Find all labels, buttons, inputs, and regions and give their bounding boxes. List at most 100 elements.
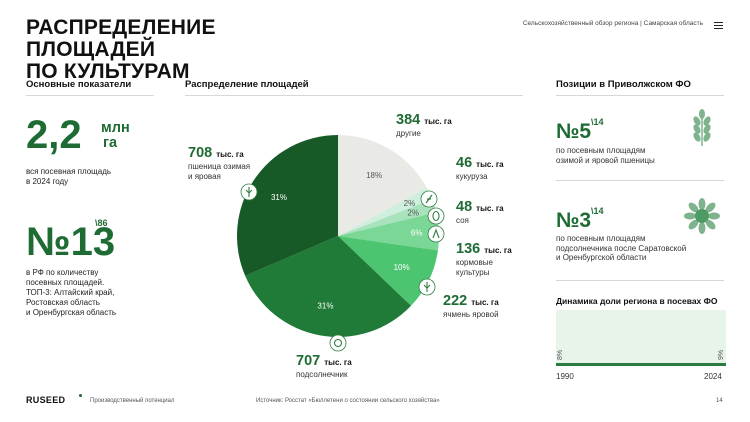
fodder-value: 136 xyxy=(456,241,481,257)
total-area-unit: млн га xyxy=(101,121,141,151)
barley-unit: тыс. га xyxy=(471,298,499,307)
dynamics-baseline-bar xyxy=(556,363,726,366)
soy-name: соя xyxy=(456,216,469,225)
rank-sunflower-desc-3: и Оренбургской области xyxy=(556,253,647,262)
sunflower-illustration-icon xyxy=(684,198,720,234)
left-heading: Основные показатели xyxy=(26,79,132,90)
pie-pct-label-0: 18% xyxy=(366,171,382,180)
rank-sunflower-desc-2: подсолнечника после Саратовской xyxy=(556,243,687,253)
corn-icon xyxy=(420,190,438,208)
wheat-icon xyxy=(240,183,258,201)
pie-slice-5 xyxy=(245,236,412,337)
pie-slice-1 xyxy=(338,187,433,236)
rank-number: 13 xyxy=(70,220,116,264)
dynamics-heading: Динамика доли региона в посевах ФО xyxy=(556,296,718,306)
label-fodder: 136 тыс. га кормовые культуры xyxy=(456,242,512,277)
sunflower-name: подсолнечник xyxy=(296,370,348,379)
rank-wheat-prefix: № xyxy=(556,120,580,143)
pie-slice-2 xyxy=(338,199,437,236)
rank-prefix: № xyxy=(26,220,71,264)
divider-right-3 xyxy=(556,280,724,281)
rank-wheat-desc-2: озимой и яровой пшеницы xyxy=(556,155,655,165)
label-sunflower: 707 тыс. га подсолнечник xyxy=(296,354,352,380)
page-title: РАСПРЕДЕЛЕНИЕ ПЛОЩАДЕЙ ПО КУЛЬТУРАМ xyxy=(26,17,346,83)
rank-sunflower-desc: по посевным площадям подсолнечника после… xyxy=(556,234,686,263)
divider-right-2 xyxy=(556,180,724,181)
dynamics-label-2024-pct: 9% xyxy=(718,350,725,360)
area-unit-line-2: га xyxy=(103,135,118,151)
label-barley: 222 тыс. га ячмень яровой xyxy=(443,294,499,320)
rank-rf-value: №13 xyxy=(26,222,115,262)
dynamics-label-1990-pct: 8% xyxy=(557,350,564,360)
label-other: 384 тыс. га другие xyxy=(396,113,452,139)
rank-sunflower-desc-1: по посевным площадям xyxy=(556,234,646,243)
pie-pct-label-1: 2% xyxy=(404,199,416,208)
other-value: 384 xyxy=(396,112,421,128)
wheat-value: 708 xyxy=(188,145,213,161)
soy-unit: тыс. га xyxy=(476,204,504,213)
other-unit: тыс. га xyxy=(424,117,452,126)
label-corn: 46 тыс. га кукуруза xyxy=(456,156,504,182)
rank-top-line-1: ТОП-3: Алтайский край, xyxy=(26,288,115,297)
barley-icon xyxy=(418,278,436,296)
corn-unit: тыс. га xyxy=(476,160,504,169)
corn-name: кукуруза xyxy=(456,172,488,181)
area-unit-line-1: млн xyxy=(101,120,130,136)
corn-value: 46 xyxy=(456,155,473,171)
barley-value: 222 xyxy=(443,293,468,309)
logo-dot-icon xyxy=(79,394,82,397)
rank-top-line-2: Ростовская область xyxy=(26,298,100,307)
soy-value: 48 xyxy=(456,199,473,215)
pie-pct-label-5: 31% xyxy=(317,302,333,311)
divider-middle xyxy=(185,95,523,96)
wheat-illustration-icon xyxy=(693,109,711,146)
divider-right xyxy=(556,95,724,96)
title-line-1: РАСПРЕДЕЛЕНИЕ ПЛОЩАДЕЙ xyxy=(26,16,216,61)
pie-pct-label-2: 2% xyxy=(407,208,419,217)
rank-sunflower-prefix: № xyxy=(556,209,580,232)
rank-sunflower: №3 xyxy=(556,210,591,232)
rank-wheat-desc-1: по посевным площадям xyxy=(556,146,646,155)
rank-rf-desc: в РФ по количеству посевных площадей. ТО… xyxy=(26,268,116,318)
footer-source: Источник: Росстат «Бюллетени о состоянии… xyxy=(256,398,440,404)
rank-top-line-3: и Оренбургская область xyxy=(26,308,117,317)
page-number: 14 xyxy=(716,398,723,404)
barley-name: ячмень яровой xyxy=(443,310,499,319)
area-desc-line-1: вся посевная площадь xyxy=(26,167,112,176)
dynamics-x-end: 2024 xyxy=(704,372,722,381)
ruseed-logo: RUSEED xyxy=(26,395,66,405)
sunflower-icon xyxy=(329,334,347,352)
fodder-icon xyxy=(427,225,445,243)
sunflower-value: 707 xyxy=(296,353,321,369)
pie-pct-label-4: 10% xyxy=(394,263,410,272)
rank-wheat-total: \14 xyxy=(591,117,604,127)
header-meta: Сельскохозяйственный обзор региона | Сам… xyxy=(522,20,703,27)
pie-slice-4 xyxy=(338,236,438,306)
pie-slice-6 xyxy=(237,135,338,276)
other-name: другие xyxy=(396,129,421,138)
rank-desc-line-1: в РФ по количеству xyxy=(26,268,99,277)
rank-wheat: №5 xyxy=(556,121,591,143)
soy-icon xyxy=(427,207,445,225)
dynamics-chart: 8% 9% xyxy=(556,310,726,366)
total-area-value: 2,2 xyxy=(26,113,82,157)
middle-heading: Распределение площадей xyxy=(185,79,309,90)
rank-desc-line-2: посевных площадей. xyxy=(26,278,105,287)
dynamics-x-start: 1990 xyxy=(556,372,574,381)
rank-sunflower-total: \14 xyxy=(591,206,604,216)
pie-pct-label-6: 31% xyxy=(271,193,287,202)
fodder-name-1: кормовые xyxy=(456,258,493,267)
area-desc-line-2: в 2024 году xyxy=(26,177,69,186)
total-area-desc: вся посевная площадь в 2024 году xyxy=(26,167,111,187)
rank-sunflower-number: 3 xyxy=(579,209,592,232)
title-line-2: ПО КУЛЬТУРАМ xyxy=(26,60,190,83)
label-wheat: 708 тыс. га пшеница озимая и яровая xyxy=(188,146,250,181)
divider-left xyxy=(26,95,154,96)
wheat-name-2: и яровая xyxy=(188,171,221,181)
sunflower-unit: тыс. га xyxy=(324,358,352,367)
footer-tagline: Производственный потенциал xyxy=(90,398,175,404)
rank-rf-total: \86 xyxy=(95,218,108,228)
hamburger-menu-icon[interactable] xyxy=(714,22,723,29)
rank-wheat-desc: по посевным площадям озимой и яровой пше… xyxy=(556,146,655,165)
